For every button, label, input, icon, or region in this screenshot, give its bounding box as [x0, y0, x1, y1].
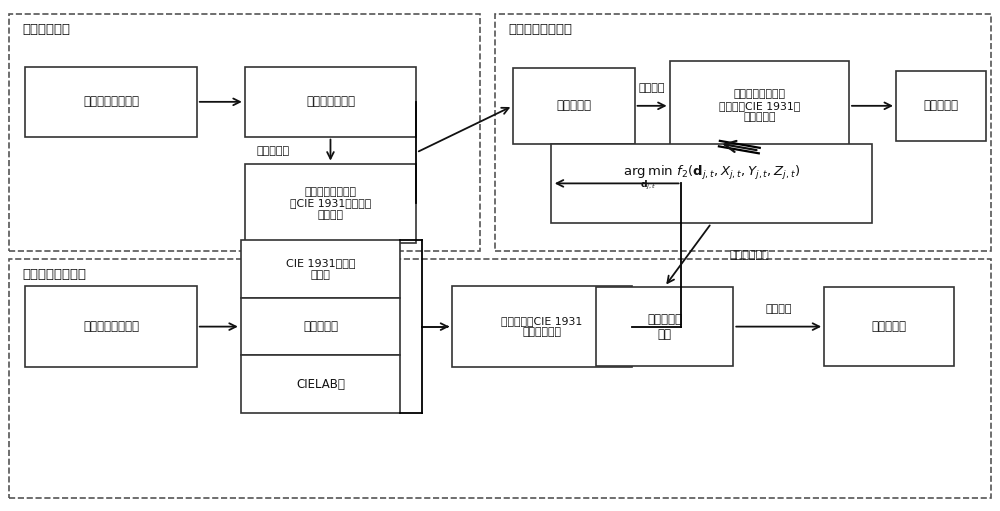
Bar	[241, 240, 400, 298]
Bar	[9, 259, 991, 498]
Bar	[245, 164, 416, 243]
Text: 光谱反射比: 光谱反射比	[303, 320, 338, 333]
Text: 视景系统颜色位数: 视景系统颜色位数	[83, 96, 139, 108]
Text: CIELAB值: CIELAB值	[296, 378, 345, 391]
Bar	[513, 68, 635, 144]
Bar	[551, 144, 872, 223]
Bar	[670, 61, 849, 151]
Text: 颜色预测值: 颜色预测值	[923, 99, 958, 112]
Bar	[824, 287, 954, 366]
Bar	[245, 67, 416, 136]
Text: 差分进化算法: 差分进化算法	[729, 250, 769, 260]
Bar	[25, 67, 197, 136]
Text: 数字驱动值样本: 数字驱动值样本	[306, 96, 355, 108]
Bar	[241, 298, 400, 356]
Text: 颜色校正样本: 颜色校正样本	[22, 24, 70, 36]
Text: CIE 1931绝对三
刺激值: CIE 1931绝对三 刺激值	[286, 258, 355, 280]
Text: 颜色校正反向模型: 颜色校正反向模型	[22, 268, 86, 281]
Text: 光谱辐射计: 光谱辐射计	[256, 146, 289, 155]
Bar	[596, 287, 733, 366]
Text: 待显示的目标颜色: 待显示的目标颜色	[83, 320, 139, 333]
Bar	[241, 356, 400, 413]
Text: 红、绿、蓝各通道
的CIE 1931绝对三刺
激值样本: 红、绿、蓝各通道 的CIE 1931绝对三刺 激值样本	[290, 187, 371, 220]
Text: 四舍五入: 四舍五入	[766, 304, 792, 314]
Text: 一维插值: 一维插值	[638, 83, 665, 93]
Text: 预测的红、绿、蓝
各通道的CIE 1931绝
对三刺激值: 预测的红、绿、蓝 各通道的CIE 1931绝 对三刺激值	[719, 89, 800, 123]
Text: $\underset{\mathbf{d}_{j,t}}{\arg\min}\ f_2(\mathbf{d}_{j,t},X_{j,t},Y_{j,t},Z_{: $\underset{\mathbf{d}_{j,t}}{\arg\min}\ …	[623, 163, 800, 192]
Text: 数字驱动值: 数字驱动值	[871, 320, 906, 333]
Bar	[452, 286, 632, 367]
Text: 目标颜色的CIE 1931
绝对三刺激值: 目标颜色的CIE 1931 绝对三刺激值	[501, 316, 583, 337]
Bar	[495, 14, 991, 251]
Text: 最优数字驱
动值: 最优数字驱 动值	[647, 313, 682, 341]
Bar	[896, 71, 986, 141]
Text: 颜色校正正向模型: 颜色校正正向模型	[508, 24, 572, 36]
Bar	[9, 14, 480, 251]
Bar	[25, 286, 197, 367]
Text: 数字驱动值: 数字驱动值	[556, 99, 591, 112]
